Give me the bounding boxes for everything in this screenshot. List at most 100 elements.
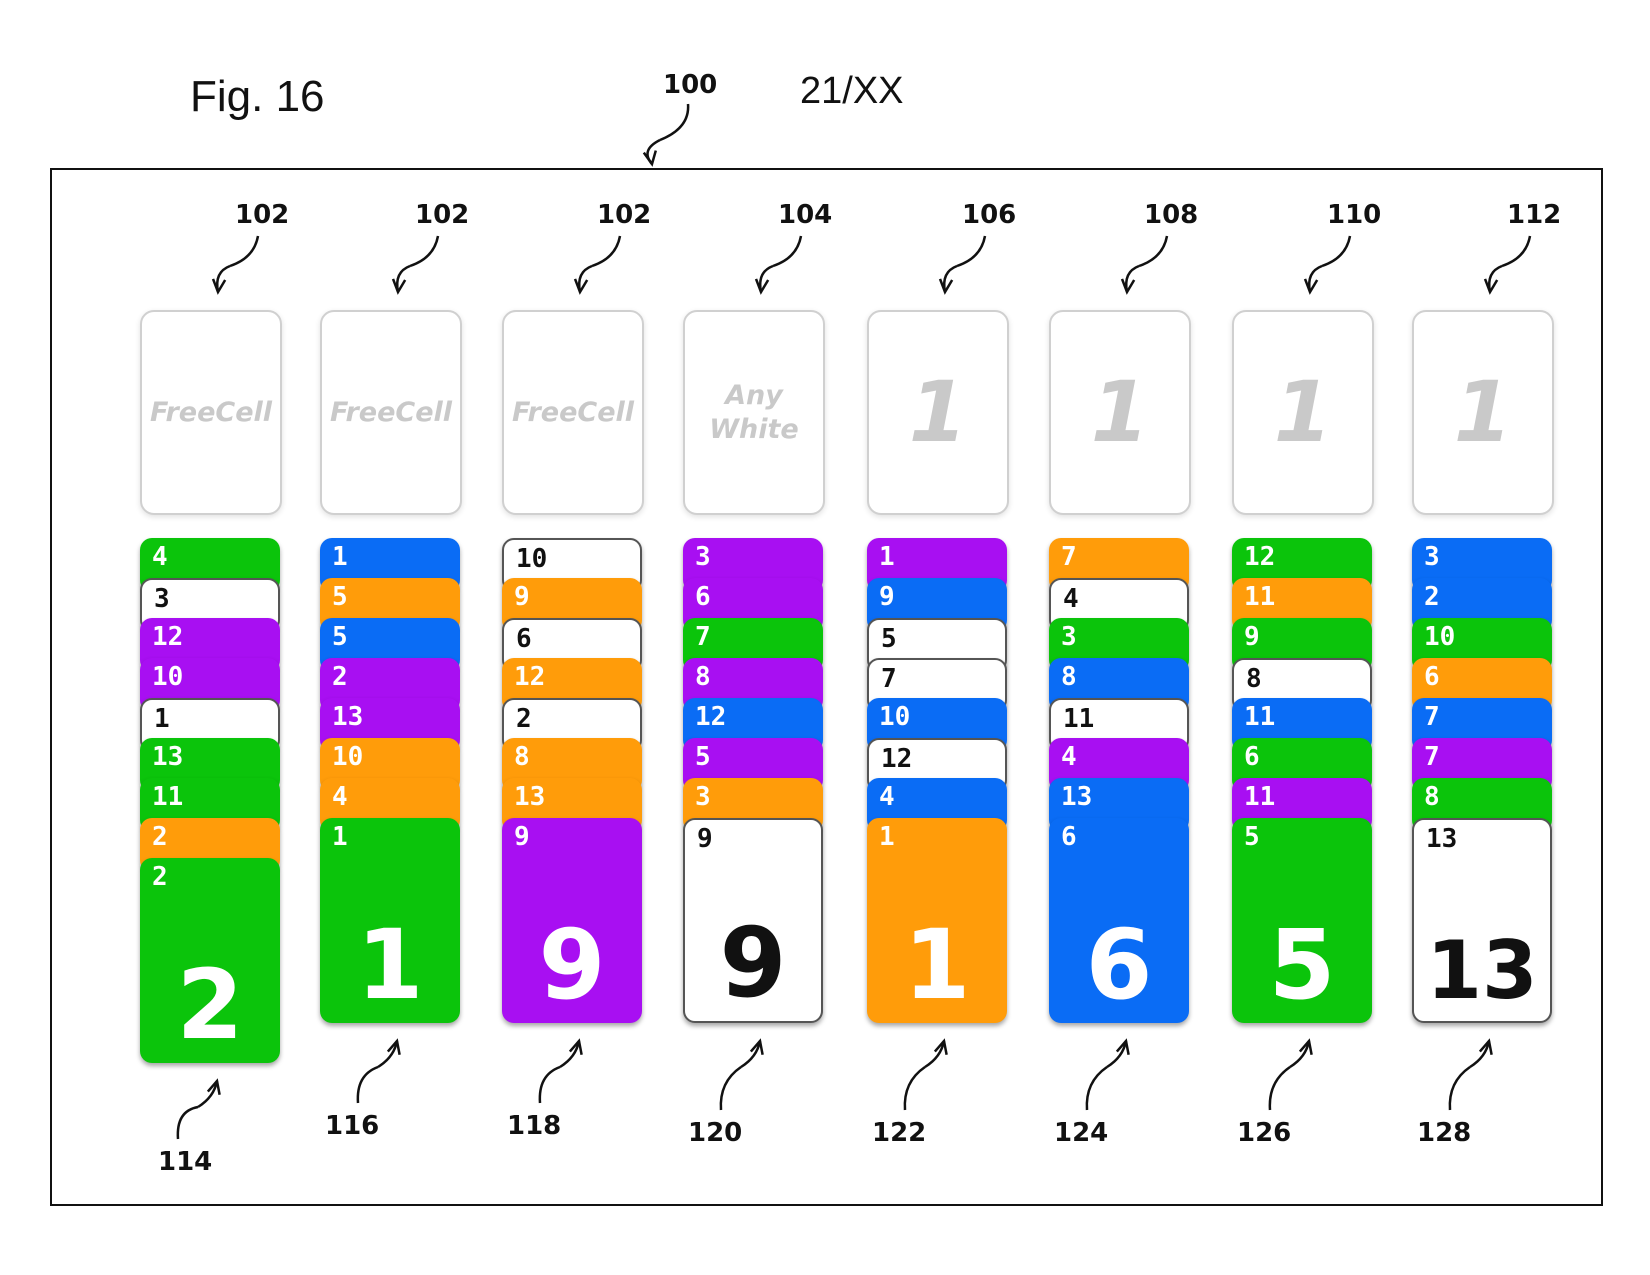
arrow-top-2-head xyxy=(391,278,407,295)
arrow-col-3-shaft xyxy=(538,1065,561,1104)
card-value: 7 xyxy=(1424,702,1440,732)
card-value: 9 xyxy=(879,582,895,612)
top-cell-placeholder-text: FreeCell xyxy=(329,396,453,428)
card-value: 2 xyxy=(516,704,532,734)
arrow-top-6-shaft xyxy=(1138,235,1169,268)
top-cell-3[interactable]: FreeCell xyxy=(502,310,644,515)
card-value: 7 xyxy=(881,664,897,694)
arrow-top-7-head xyxy=(1303,278,1319,295)
card-value: 3 xyxy=(695,782,711,812)
card-value: 3 xyxy=(1424,542,1440,572)
card-value: 9 xyxy=(514,582,530,612)
arrow-top-6-head xyxy=(1120,278,1136,295)
arrow-col-2-shaft xyxy=(356,1065,379,1104)
card-big-value: 1 xyxy=(356,909,424,1021)
card-value: 13 xyxy=(514,782,546,812)
card-value: 12 xyxy=(514,662,546,692)
card-value: 11 xyxy=(1244,702,1276,732)
card-value: 6 xyxy=(1424,662,1440,692)
card-value: 1 xyxy=(332,542,348,572)
card-big-value: 1 xyxy=(903,909,971,1021)
card-value: 1 xyxy=(879,542,895,572)
top-cell-placeholder-text: FreeCell xyxy=(149,396,273,428)
arrow-col-8-head xyxy=(1478,1038,1493,1055)
top-cell-placeholder-text: FreeCell xyxy=(511,396,635,428)
card-value: 8 xyxy=(1061,662,1077,692)
arrow-top-1-head xyxy=(211,278,227,295)
card-value: 8 xyxy=(695,662,711,692)
ref-label-100: 100 xyxy=(663,70,718,100)
arrow-top-4-shaft xyxy=(772,235,803,268)
card-value: 2 xyxy=(152,822,168,852)
top-cell-1[interactable]: FreeCell xyxy=(140,310,282,515)
card-value: 6 xyxy=(1061,822,1077,852)
top-cell-7[interactable]: 1 xyxy=(1232,310,1374,515)
arrow-col-8-shaft xyxy=(1448,1065,1471,1111)
arrow-col-7-shaft xyxy=(1268,1065,1291,1111)
card-value: 2 xyxy=(332,662,348,692)
arrow-col-5-head xyxy=(933,1038,948,1055)
card-value: 13 xyxy=(152,742,184,772)
arrow-col-2-head xyxy=(386,1038,401,1055)
card-value: 4 xyxy=(1063,584,1079,614)
ref-label-top-2: 102 xyxy=(415,200,470,230)
card-value: 11 xyxy=(1244,582,1276,612)
card-value: 1 xyxy=(879,822,895,852)
arrow-100-shaft xyxy=(659,103,690,142)
arrow-top-8-head xyxy=(1483,278,1499,295)
card-value: 3 xyxy=(1061,622,1077,652)
arrow-col-4-shaft xyxy=(719,1065,742,1111)
arrow-col-7-head xyxy=(1298,1038,1313,1055)
ref-label-col-1: 114 xyxy=(158,1147,213,1177)
card-value: 10 xyxy=(879,702,911,732)
arrow-col-1-shaft xyxy=(176,1105,199,1140)
card-value: 13 xyxy=(332,702,364,732)
card-value: 4 xyxy=(152,542,168,572)
top-cell-8[interactable]: 1 xyxy=(1412,310,1554,515)
top-cell-placeholder-text: Any White xyxy=(709,379,799,445)
card-value: 6 xyxy=(1244,742,1260,772)
top-cell-5[interactable]: 1 xyxy=(867,310,1009,515)
card-value: 7 xyxy=(1061,542,1077,572)
card-value: 4 xyxy=(879,782,895,812)
ref-label-top-3: 102 xyxy=(597,200,652,230)
card-value: 12 xyxy=(695,702,727,732)
card-value: 13 xyxy=(1061,782,1093,812)
card-value: 6 xyxy=(695,582,711,612)
card-value: 11 xyxy=(1244,782,1276,812)
arrow-top-8-shaft xyxy=(1501,235,1532,268)
ref-label-col-2: 116 xyxy=(325,1111,380,1141)
card-value: 3 xyxy=(695,542,711,572)
top-cell-placeholder-text: 1 xyxy=(908,363,968,461)
top-cell-6[interactable]: 1 xyxy=(1049,310,1191,515)
ref-label-col-5: 122 xyxy=(872,1118,927,1148)
card-big-value: 13 xyxy=(1426,924,1538,1017)
card-value: 1 xyxy=(154,704,170,734)
ref-label-col-8: 128 xyxy=(1417,1118,1472,1148)
arrow-top-4-head xyxy=(754,278,770,295)
card-value: 8 xyxy=(1424,782,1440,812)
card-value: 9 xyxy=(697,824,713,854)
card-col8-8[interactable]: 13 13 xyxy=(1412,818,1552,1023)
card-value: 13 xyxy=(1426,824,1458,854)
game-board-frame xyxy=(50,168,1603,1206)
card-value: 5 xyxy=(695,742,711,772)
card-value: 4 xyxy=(332,782,348,812)
top-cell-2[interactable]: FreeCell xyxy=(320,310,462,515)
ref-label-col-4: 120 xyxy=(688,1118,743,1148)
figure-label: Fig. 16 xyxy=(190,72,325,121)
ref-label-col-7: 126 xyxy=(1237,1118,1292,1148)
card-value: 10 xyxy=(332,742,364,772)
ref-label-top-6: 108 xyxy=(1144,200,1199,230)
ref-label-top-1: 102 xyxy=(235,200,290,230)
card-big-value: 2 xyxy=(176,949,244,1061)
top-cell-4[interactable]: Any White xyxy=(683,310,825,515)
